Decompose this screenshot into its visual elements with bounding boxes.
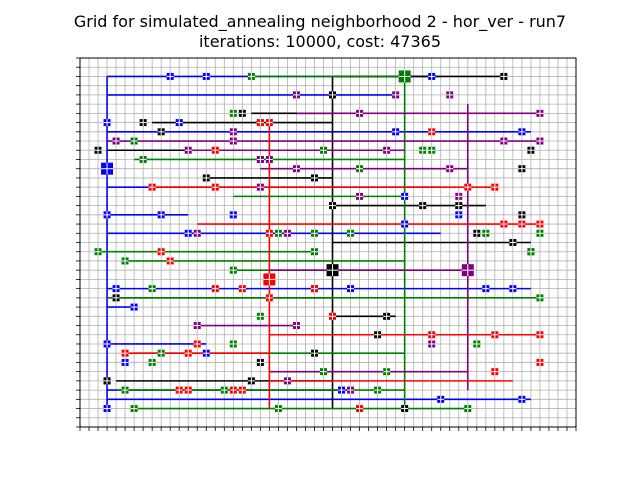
chart-title-line-1: Grid for simulated_annealing neighborhoo… xyxy=(73,12,567,31)
chart-title-line-2: iterations: 10000, cost: 47365 xyxy=(198,32,442,51)
chart-title: Grid for simulated_annealing neighborhoo… xyxy=(0,12,640,52)
